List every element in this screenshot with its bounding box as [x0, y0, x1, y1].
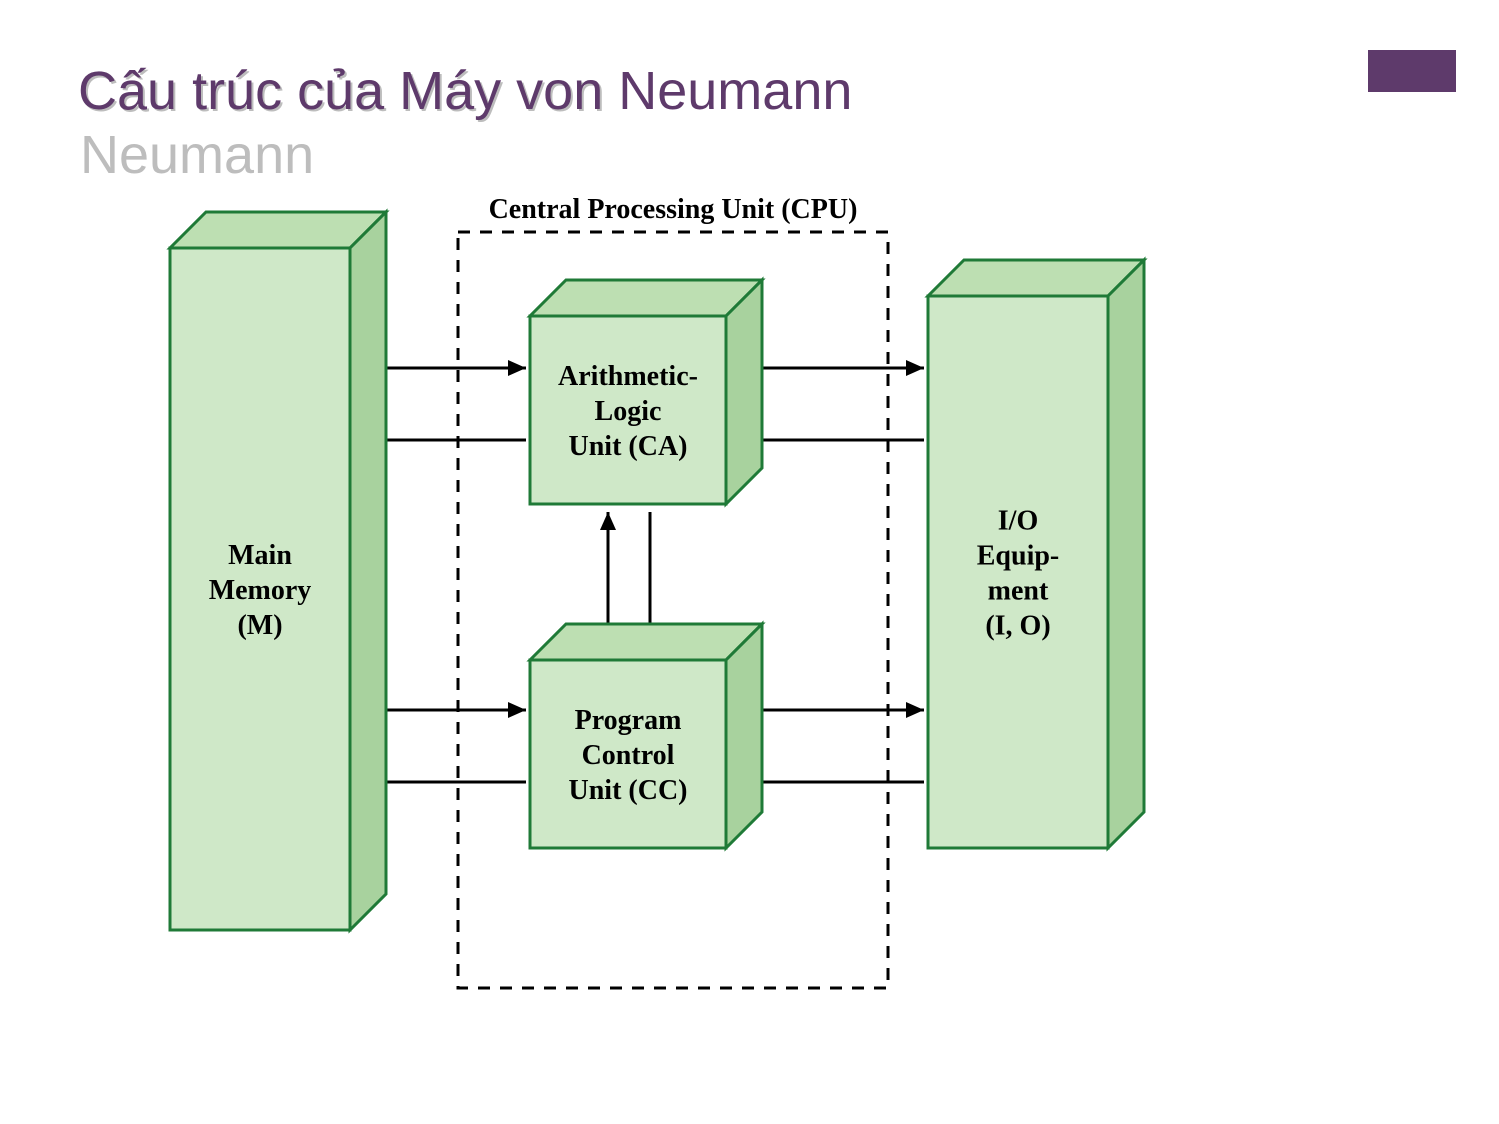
node-io-label-0: I/O: [998, 505, 1038, 536]
slide: Cấu trúc của Máy von Neumann Cấu trúc củ…: [0, 0, 1499, 1124]
node-memory-label-1: Memory: [209, 575, 312, 606]
arrow-pcu-to-io: [762, 702, 924, 718]
node-io-label-3: (I, O): [985, 610, 1050, 641]
node-pcu-label-2: Unit (CC): [569, 775, 688, 806]
node-pcu-label-0: Program: [575, 705, 682, 736]
node-pcu-label-1: Control: [582, 740, 675, 771]
arrow-memory-to-pcu: [386, 702, 526, 718]
accent-box: [1368, 50, 1456, 92]
node-pcu: Program Control Unit (CC): [530, 624, 762, 848]
arrow-memory-to-alu: [386, 360, 526, 376]
node-alu: Arithmetic- Logic Unit (CA): [530, 280, 762, 504]
von-neumann-diagram: Central Processing Unit (CPU) Main Memory (…: [0, 0, 1499, 1124]
arrow-alu-to-io: [762, 360, 924, 376]
node-alu-label-2: Unit (CA): [569, 431, 688, 462]
cpu-label: Central Processing Unit (CPU): [489, 194, 858, 225]
node-memory: Main Memory (M): [170, 212, 386, 930]
node-alu-label-0: Arithmetic-: [558, 361, 698, 392]
node-memory-label-2: (M): [237, 610, 282, 641]
node-alu-label-1: Logic: [595, 396, 662, 427]
node-io: I/O Equip-ment (I, O): [928, 260, 1144, 848]
node-memory-label-0: Main: [228, 540, 292, 571]
node-io-label-1: Equip-: [977, 540, 1060, 571]
node-io-label-2: ment: [988, 575, 1049, 606]
